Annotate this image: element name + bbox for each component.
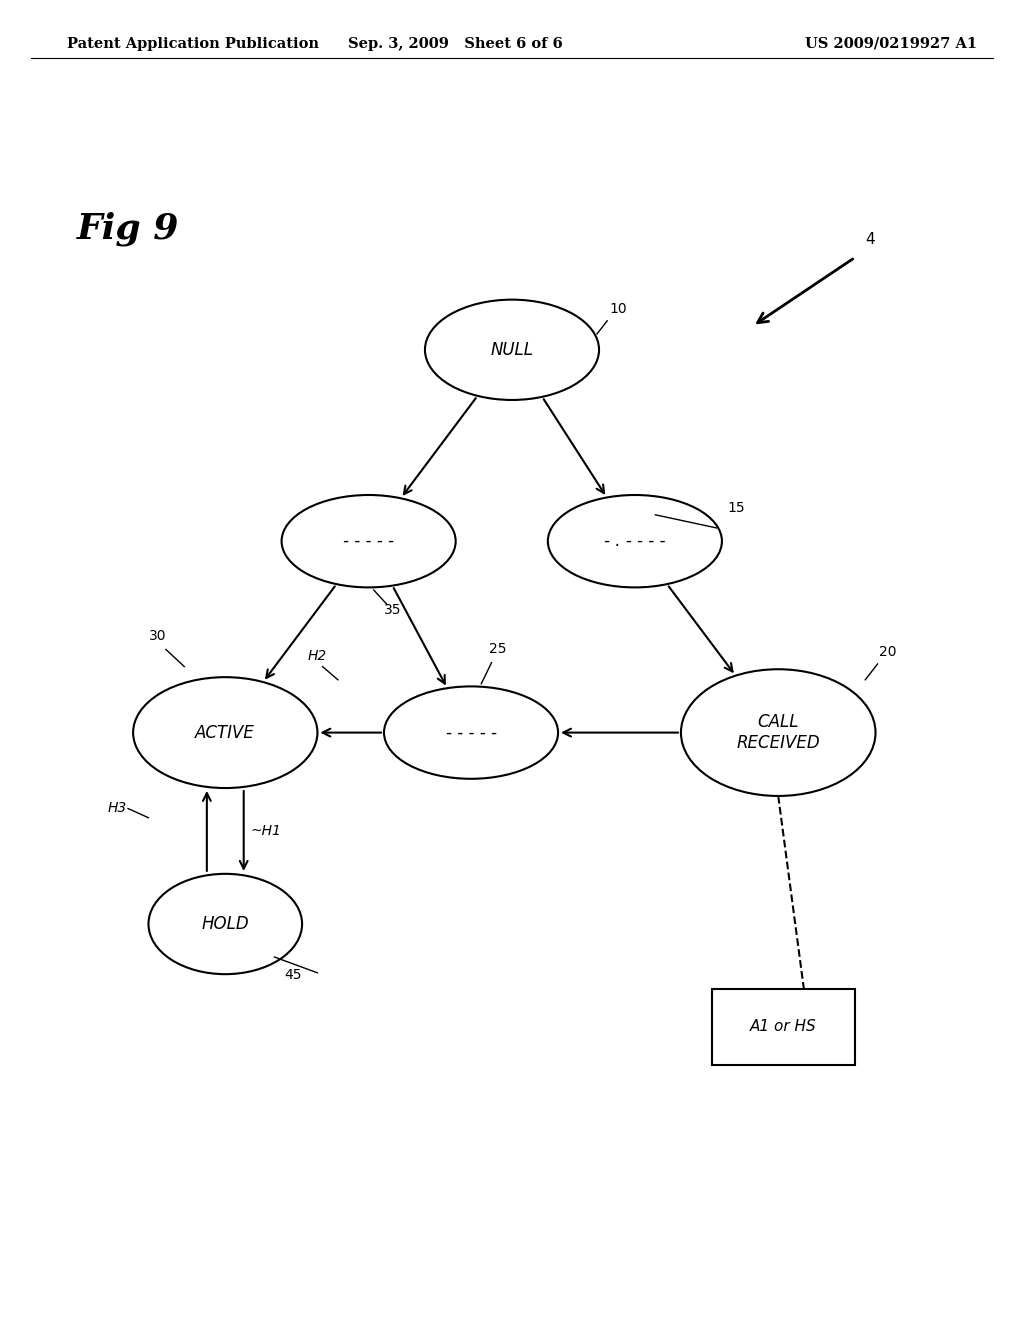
Ellipse shape [148, 874, 302, 974]
Text: Fig 9: Fig 9 [77, 211, 179, 246]
Text: 15: 15 [727, 502, 744, 515]
Text: 25: 25 [489, 643, 507, 656]
Text: CALL
RECEIVED: CALL RECEIVED [736, 713, 820, 752]
Text: Sep. 3, 2009   Sheet 6 of 6: Sep. 3, 2009 Sheet 6 of 6 [348, 37, 563, 51]
Text: HOLD: HOLD [202, 915, 249, 933]
Text: US 2009/0219927 A1: US 2009/0219927 A1 [805, 37, 977, 51]
Ellipse shape [133, 677, 317, 788]
Text: 45: 45 [285, 969, 302, 982]
Text: 20: 20 [879, 645, 896, 659]
Ellipse shape [425, 300, 599, 400]
Text: A1 or HS: A1 or HS [750, 1019, 817, 1035]
Ellipse shape [681, 669, 876, 796]
Ellipse shape [384, 686, 558, 779]
Text: 4: 4 [865, 232, 874, 247]
Text: Patent Application Publication: Patent Application Publication [67, 37, 318, 51]
Text: NULL: NULL [490, 341, 534, 359]
Text: 10: 10 [609, 302, 627, 315]
Text: H2: H2 [307, 649, 327, 663]
Text: 35: 35 [384, 603, 401, 616]
Text: ~H1: ~H1 [251, 824, 282, 838]
Text: H3: H3 [108, 801, 127, 816]
FancyBboxPatch shape [712, 989, 855, 1065]
Text: - . - - - -: - . - - - - [604, 532, 666, 550]
Text: - - - - -: - - - - - [445, 723, 497, 742]
Text: 30: 30 [148, 630, 166, 643]
Ellipse shape [548, 495, 722, 587]
Text: ACTIVE: ACTIVE [196, 723, 255, 742]
Text: - - - - -: - - - - - [343, 532, 394, 550]
Ellipse shape [282, 495, 456, 587]
